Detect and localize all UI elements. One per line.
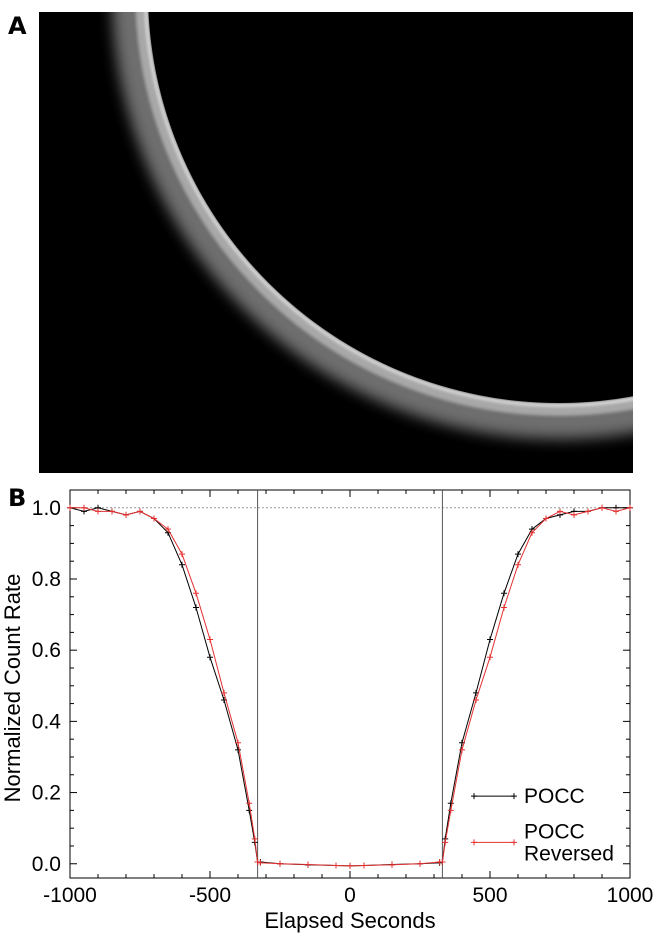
y-tick-label: 0.0: [32, 853, 61, 876]
y-axis-label: Normalized Count Rate: [0, 574, 25, 803]
data-point: [277, 861, 283, 867]
y-tick-label: 0.8: [32, 568, 61, 591]
data-point: [585, 508, 591, 514]
plot-area: -1000 -500 0 500 1000 0.0 0.2 0.4 0.6 0.8 1.0 Elaps…: [0, 490, 653, 933]
y-tick-label: 0.2: [32, 782, 61, 805]
data-point: [389, 862, 395, 868]
legend-label-line: POCC: [524, 785, 585, 808]
legend-marker: [471, 839, 477, 845]
data-point: [257, 860, 263, 866]
data-point: [193, 604, 199, 610]
data-point: [246, 807, 252, 813]
y-tick-label: 1.0: [32, 497, 61, 520]
panel-a-label: A: [8, 12, 27, 40]
data-point: [123, 512, 129, 518]
occultation-chart: -1000 -500 0 500 1000 0.0 0.2 0.4 0.6 0.8 1.0 Elaps…: [0, 480, 662, 937]
data-point: [109, 508, 115, 514]
legend-label: POCC Reversed: [524, 820, 614, 865]
data-point: [207, 654, 213, 660]
data-point: [95, 508, 101, 514]
data-point: [417, 861, 423, 867]
legend-marker: [471, 793, 477, 799]
data-point: [179, 551, 185, 557]
data-point: [333, 863, 339, 869]
data-point: [439, 859, 445, 865]
x-tick-label: 1000: [607, 884, 654, 907]
data-point: [571, 512, 577, 518]
data-point: [255, 859, 261, 865]
data-point: [557, 508, 563, 514]
legend-label: POCC: [524, 785, 585, 808]
x-tick-label: -1000: [43, 884, 97, 907]
legend-marker: [511, 839, 517, 845]
data-point: [442, 839, 448, 845]
data-point: [361, 863, 367, 869]
data-point: [501, 604, 507, 610]
data-point: [137, 508, 143, 514]
y-tick-label: 0.6: [32, 639, 61, 662]
data-point: [599, 505, 605, 511]
legend-marker: [511, 793, 517, 799]
data-point: [515, 551, 521, 557]
x-tick-label: 500: [472, 884, 507, 907]
series-line-1: [70, 508, 630, 866]
planet-limb-image: [39, 12, 633, 473]
data-point: [193, 590, 199, 596]
data-point: [81, 505, 87, 511]
data-point: [252, 836, 258, 842]
series-line-0: [70, 508, 630, 866]
x-tick-label: 0: [344, 884, 356, 907]
data-point: [487, 654, 493, 660]
data-point: [613, 508, 619, 514]
data-point: [515, 562, 521, 568]
data-point: [448, 807, 454, 813]
data-point: [501, 590, 507, 596]
legend-label-line: Reversed: [524, 842, 614, 865]
data-point: [305, 861, 311, 867]
data-point: [67, 505, 73, 511]
data-point: [347, 863, 353, 869]
data-point: [179, 562, 185, 568]
legend-label-line: POCC: [524, 820, 585, 843]
data-point: [207, 637, 213, 643]
x-axis-label: Elapsed Seconds: [264, 908, 435, 933]
data-point: [487, 637, 493, 643]
x-tick-label: -500: [189, 884, 231, 907]
y-tick-label: 0.4: [32, 710, 62, 733]
data-point: [627, 505, 633, 511]
